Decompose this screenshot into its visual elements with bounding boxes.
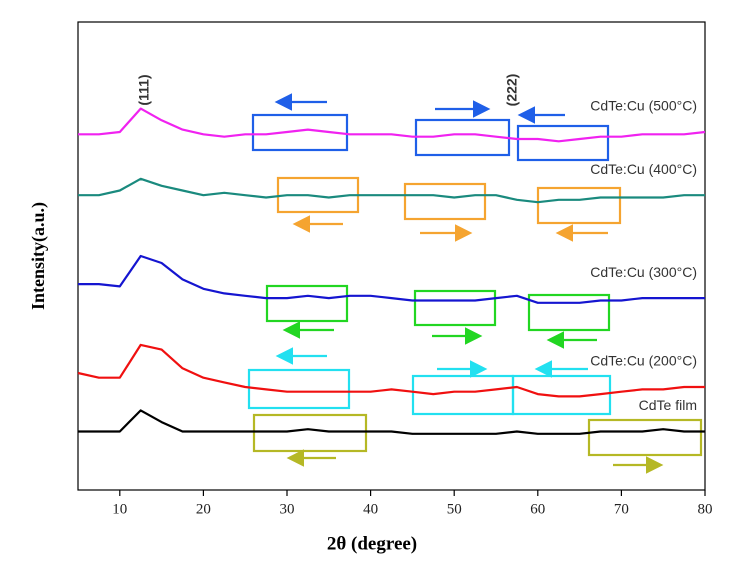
x-tick-label: 20 — [196, 501, 211, 517]
peak-annotation: (111) — [136, 74, 152, 105]
series-label: CdTe:Cu (500°C) — [590, 98, 697, 114]
box — [252, 413, 368, 453]
box — [527, 293, 611, 332]
box — [247, 368, 351, 410]
x-tick-label: 10 — [112, 501, 127, 517]
series-line — [78, 107, 706, 143]
box — [413, 289, 497, 327]
x-tick-label: 80 — [698, 501, 713, 517]
box — [251, 113, 349, 152]
series-label: CdTe:Cu (300°C) — [590, 264, 697, 280]
box — [511, 374, 612, 416]
x-tick-label: 60 — [530, 501, 545, 517]
x-tick-label: 70 — [614, 501, 629, 517]
box — [536, 186, 622, 225]
series-line — [78, 254, 705, 304]
plot-frame — [77, 21, 706, 491]
series-label: CdTe:Cu (200°C) — [590, 353, 697, 369]
y-axis-label: Intensity(a.u.) — [28, 202, 49, 310]
box — [516, 124, 610, 162]
highlight-boxes — [247, 93, 703, 474]
box — [265, 284, 349, 323]
series-line — [78, 409, 705, 435]
box — [587, 418, 703, 457]
peak-annotation: (222) — [503, 74, 519, 107]
box — [403, 182, 487, 221]
series-label: CdTe:Cu (400°C) — [590, 161, 697, 177]
x-axis-label: 2θ (degree) — [327, 533, 417, 554]
series-label: CdTe film — [639, 397, 697, 413]
x-tick-label: 40 — [363, 501, 378, 517]
series-line — [77, 343, 705, 398]
box — [411, 374, 515, 416]
x-tick-label: 50 — [447, 501, 462, 517]
series-line — [78, 177, 705, 204]
x-tick-label: 30 — [280, 501, 295, 517]
